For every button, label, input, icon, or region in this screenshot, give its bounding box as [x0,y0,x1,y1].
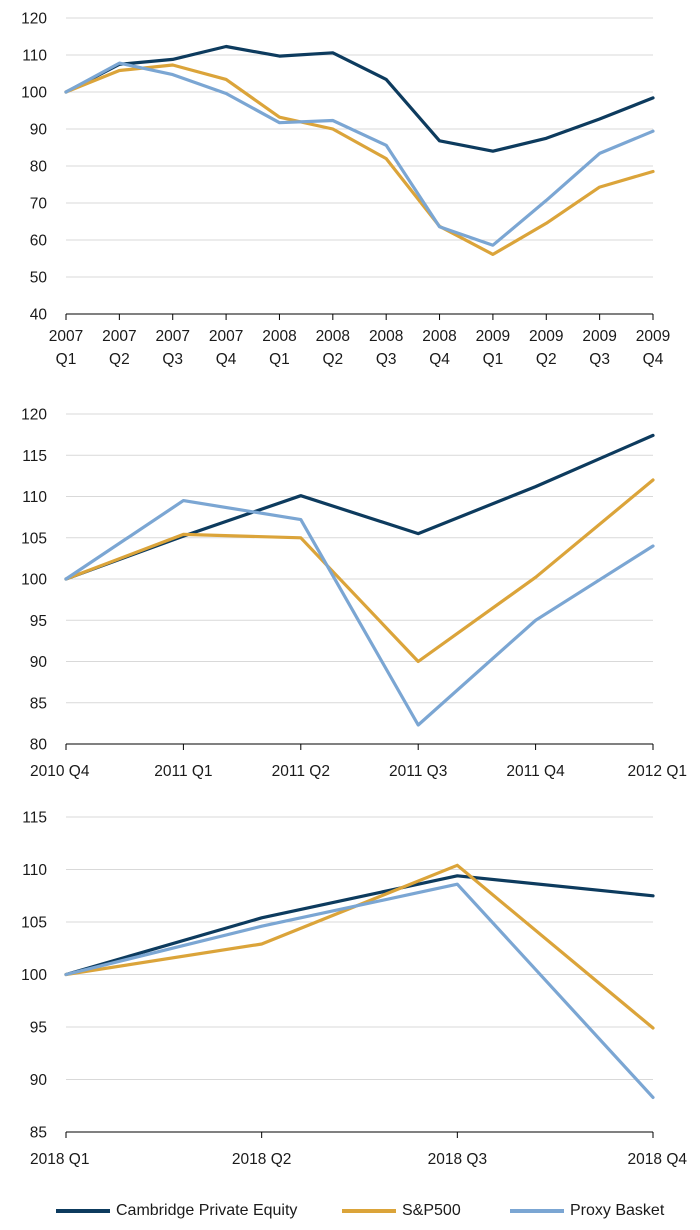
series-line-cambridge [64,874,655,977]
x-tick-label: 2008 [262,328,296,345]
y-tick-label: 110 [22,489,47,506]
y-tick-label: 100 [21,967,47,984]
series-line-sp500 [64,478,655,664]
series-line-cambridge [64,44,655,153]
x-tick-label: Q2 [536,351,557,368]
x-tick-label: 2010 Q4 [30,763,90,780]
chart-1: 40 50 60 70 80 90 100 110 120 2007 Q1 2007 Q2 2007 Q3 2… [21,11,670,369]
x-tick-label: Q4 [429,351,450,368]
x-tick-label: 2011 Q4 [506,763,565,780]
chart-2: 80 85 90 95 100 105 110 115 120 2010 Q4 2011 Q1 201… [21,407,687,781]
x-tick-label: 2018 Q3 [428,1151,487,1168]
y-tick-label: 105 [21,530,47,547]
y-tick-label: 80 [30,159,48,176]
x-tick-label: Q4 [216,351,237,368]
x-tick-label: 2008 [422,328,456,345]
x-tick-label: 2009 [582,328,616,345]
series-line-cambridge [64,433,655,581]
x-tick-label: 2009 [529,328,563,345]
legend-swatch-sp500 [342,1209,396,1213]
series-line-proxy [64,882,655,1100]
y-tick-label: 85 [30,1125,47,1142]
y-tick-label: 50 [30,270,48,287]
x-tick-label: 2007 [49,328,83,345]
y-tick-label: 120 [21,11,47,28]
x-tick-label: Q2 [322,351,343,368]
y-tick-label: 95 [30,1020,47,1037]
legend-item-proxy: Proxy Basket [510,1194,664,1228]
chart-3: 85 90 95 100 105 110 115 2018 Q1 2018 Q2 2018 Q3 2… [21,810,687,1169]
y-tick-label: 120 [21,407,47,424]
x-tick-label: 2009 [636,328,670,345]
x-tick-label: Q3 [162,351,183,368]
x-tick-label: 2018 Q1 [30,1151,89,1168]
x-tick-label: Q3 [589,351,610,368]
y-tick-label: 70 [30,196,48,213]
x-tick-label: 2008 [369,328,403,345]
legend-item-cambridge: Cambridge Private Equity [56,1194,297,1228]
y-tick-label: 90 [30,1072,48,1089]
y-tick-label: 90 [30,122,48,139]
series-line-sp500 [64,63,655,256]
y-tick-label: 110 [22,48,47,65]
y-tick-label: 40 [30,307,48,324]
legend-swatch-proxy [510,1209,564,1213]
x-tick-label: Q1 [56,351,77,368]
x-tick-label: 2007 [155,328,189,345]
x-tick-label: Q4 [643,351,664,368]
x-tick-label: 2018 Q2 [232,1151,291,1168]
x-tick-label: Q3 [376,351,397,368]
x-tick-label: 2007 [209,328,243,345]
x-tick-label: 2009 [476,328,510,345]
y-tick-label: 100 [21,85,47,102]
series-line-proxy [64,499,655,727]
y-tick-label: 115 [22,448,47,465]
legend-label-sp500: S&P500 [402,1202,461,1219]
y-tick-label: 85 [30,695,47,712]
x-tick-label: 2012 Q1 [628,763,687,780]
x-tick-label: Q2 [109,351,130,368]
legend: Cambridge Private Equity S&P500 Proxy Ba… [0,1194,700,1228]
y-tick-label: 110 [22,862,47,879]
y-tick-label: 95 [30,613,47,630]
legend-label-proxy: Proxy Basket [570,1202,665,1219]
x-tick-label: 2011 Q2 [272,763,330,780]
legend-label-cambridge: Cambridge Private Equity [116,1202,298,1219]
y-tick-label: 105 [21,915,47,932]
y-tick-label: 80 [30,737,48,754]
x-tick-label: 2007 [102,328,136,345]
x-tick-label: 2018 Q4 [628,1151,688,1168]
y-tick-label: 90 [30,654,48,671]
y-tick-label: 100 [21,572,47,589]
x-tick-label: Q1 [483,351,504,368]
legend-swatch-cambridge [56,1209,110,1213]
y-tick-label: 60 [30,233,48,250]
y-tick-label: 115 [22,810,47,827]
series-line-proxy [64,61,655,247]
x-tick-label: 2011 Q3 [389,763,447,780]
legend-item-sp500: S&P500 [342,1194,461,1228]
x-tick-label: 2011 Q1 [154,763,212,780]
x-tick-label: 2008 [316,328,350,345]
x-tick-label: Q1 [269,351,290,368]
